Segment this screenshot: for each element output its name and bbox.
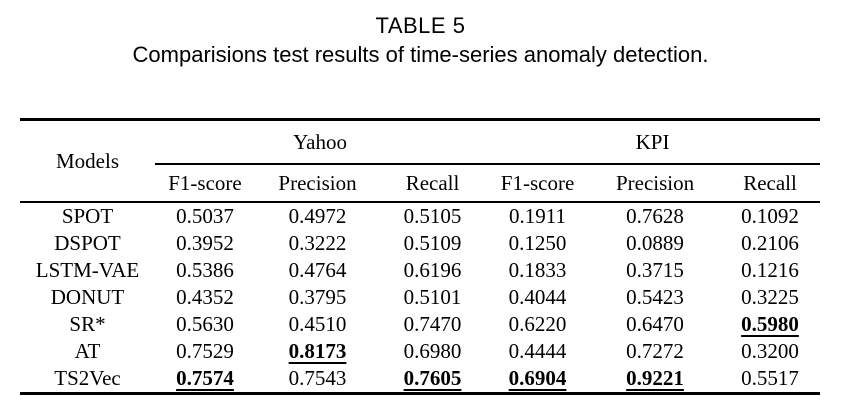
- value-cell: 0.7574: [176, 366, 234, 390]
- value-cell: 0.1250: [508, 231, 567, 255]
- value-cell: 0.4044: [508, 285, 567, 309]
- results-table: Models Yahoo KPI F1-score Precision Reca…: [20, 118, 821, 395]
- column-header-kpi-f1: F1-score: [485, 164, 591, 203]
- value-cell: 0.1216: [741, 258, 799, 282]
- model-name-cell: SR*: [69, 312, 106, 336]
- value-cell: 0.7470: [403, 312, 462, 336]
- value-cell: 0.7543: [288, 366, 347, 390]
- table-number-title: TABLE 5: [375, 13, 466, 38]
- model-name-cell: LSTM-VAE: [35, 258, 140, 282]
- table-row: SPOT 0.5037 0.4972 0.5105 0.1911 0.7628 0.1092: [20, 202, 820, 230]
- value-cell: 0.8173: [288, 339, 347, 363]
- column-header-yahoo-f1: F1-score: [155, 164, 255, 203]
- table-row: TS2Vec 0.7574 0.7543 0.7605 0.6904 0.9221 0.55…: [20, 365, 820, 394]
- value-cell: 0.4510: [288, 312, 347, 336]
- value-cell: 0.6470: [626, 312, 684, 336]
- table-row: DONUT 0.4352 0.3795 0.5101 0.4044 0.5423 0.322…: [20, 284, 820, 311]
- value-cell: 0.5037: [176, 204, 234, 228]
- group-header-yahoo: Yahoo: [155, 119, 486, 165]
- table-row: SR* 0.5630 0.4510 0.7470 0.6220 0.6470 0.5980: [20, 311, 820, 338]
- model-name-cell: DONUT: [50, 285, 125, 309]
- table-body: SPOT 0.5037 0.4972 0.5105 0.1911 0.7628 0.1092…: [20, 202, 820, 394]
- model-name-cell: AT: [74, 339, 101, 363]
- model-name-cell: DSPOT: [54, 231, 121, 255]
- column-header-models: Models: [20, 119, 155, 203]
- group-header-row: Models Yahoo KPI: [20, 119, 821, 203]
- value-cell: 0.4444: [508, 339, 567, 363]
- table-row: AT 0.7529 0.8173 0.6980 0.4444 0.7272 0.3200: [20, 338, 820, 365]
- column-header-yahoo-precision: Precision: [255, 164, 380, 203]
- table-row: DSPOT 0.3952 0.3222 0.5109 0.1250 0.0889 0.210…: [20, 230, 820, 257]
- value-cell: 0.6980: [403, 339, 462, 363]
- value-cell: 0.5101: [403, 285, 462, 309]
- metric-header-row: F1-score Precision Recall F1-score Preci…: [20, 164, 821, 203]
- value-cell: 0.4764: [288, 258, 347, 282]
- model-name-cell: TS2Vec: [54, 366, 121, 390]
- value-cell: 0.4352: [176, 285, 234, 309]
- value-cell: 0.0889: [626, 231, 684, 255]
- value-cell: 0.3222: [288, 231, 347, 255]
- value-cell: 0.5423: [626, 285, 684, 309]
- value-cell: 0.3952: [176, 231, 234, 255]
- value-cell: 0.1092: [741, 204, 799, 228]
- value-cell: 0.7529: [176, 339, 234, 363]
- value-cell: 0.5109: [403, 231, 462, 255]
- value-cell: 0.5517: [741, 366, 799, 390]
- value-cell: 0.5630: [176, 312, 234, 336]
- value-cell: 0.3200: [741, 339, 799, 363]
- value-cell: 0.6904: [508, 366, 567, 390]
- table-caption: TABLE 5 Comparisions test results of tim…: [0, 13, 841, 68]
- group-header-kpi: KPI: [485, 119, 821, 165]
- value-cell: 0.5980: [741, 312, 799, 336]
- column-header-yahoo-recall: Recall: [380, 164, 486, 203]
- value-cell: 0.4972: [288, 204, 347, 228]
- value-cell: 0.2106: [741, 231, 799, 255]
- column-header-kpi-recall: Recall: [720, 164, 821, 203]
- value-cell: 0.5386: [176, 258, 234, 282]
- column-header-kpi-precision: Precision: [590, 164, 721, 203]
- value-cell: 0.3225: [741, 285, 799, 309]
- value-cell: 0.6220: [508, 312, 567, 336]
- value-cell: 0.6196: [403, 258, 462, 282]
- value-cell: 0.3715: [626, 258, 684, 282]
- value-cell: 0.5105: [403, 204, 462, 228]
- value-cell: 0.7605: [403, 366, 462, 390]
- table-header: Models Yahoo KPI F1-score Precision Reca…: [20, 119, 821, 203]
- value-cell: 0.9221: [626, 366, 684, 390]
- value-cell: 0.7628: [626, 204, 684, 228]
- value-cell: 0.3795: [288, 285, 347, 309]
- table-description: Comparisions test results of time-series…: [132, 42, 709, 67]
- table-row: LSTM-VAE 0.5386 0.4764 0.6196 0.1833 0.3715 0.…: [20, 257, 820, 284]
- value-cell: 0.7272: [626, 339, 684, 363]
- value-cell: 0.1911: [509, 204, 567, 228]
- model-name-cell: SPOT: [61, 204, 114, 228]
- value-cell: 0.1833: [508, 258, 567, 282]
